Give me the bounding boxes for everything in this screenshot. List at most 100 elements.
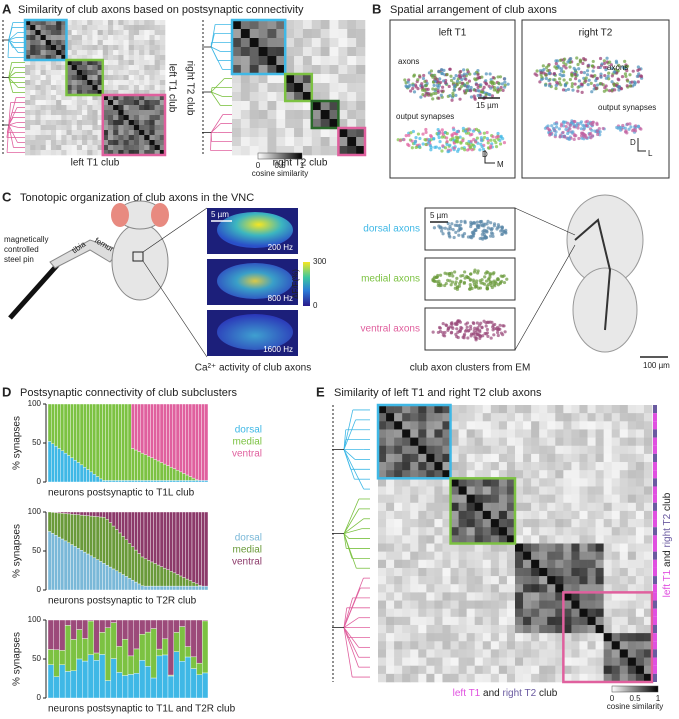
heatmap-cell	[56, 25, 61, 30]
heatmap-cell	[56, 35, 61, 40]
heatmap-cell	[459, 438, 467, 446]
heatmap-cell	[155, 55, 160, 60]
heatmap-cell	[507, 560, 515, 568]
heatmap-cell	[56, 135, 61, 140]
heatmap-cell	[475, 666, 483, 674]
heatmap-cell	[434, 405, 442, 413]
heatmap-cell	[394, 666, 402, 674]
heatmap-cell	[46, 90, 51, 95]
heatmap-cell	[386, 413, 394, 421]
heatmap-cell	[259, 101, 268, 110]
axon-point	[599, 57, 602, 60]
heatmap-cell	[92, 130, 97, 135]
heatmap-cell	[612, 576, 620, 584]
heatmap-cell	[596, 625, 604, 633]
bar-segment	[102, 512, 105, 517]
bar-segment	[77, 629, 83, 658]
heatmap-cell	[515, 633, 523, 641]
bar-segment	[51, 533, 54, 590]
axon-point	[554, 87, 557, 90]
heatmap-cell	[620, 405, 628, 413]
synapse-point	[554, 133, 557, 136]
heatmap-cell	[531, 519, 539, 527]
heatmap-cell	[139, 35, 144, 40]
heatmap-cell	[61, 110, 66, 115]
heatmap-cell	[612, 413, 620, 421]
bar-segment	[150, 404, 153, 458]
heatmap-cell	[628, 560, 636, 568]
heatmap-cell	[378, 544, 386, 552]
bar-segment	[186, 404, 189, 475]
panel-frame	[522, 20, 669, 178]
heatmap-cell	[66, 105, 71, 110]
heatmap-cell	[507, 641, 515, 649]
axon-point	[499, 75, 502, 78]
heatmap-cell	[124, 105, 129, 110]
heatmap-cell	[118, 55, 123, 60]
heatmap-cell	[628, 495, 636, 503]
heatmap-cell	[144, 60, 149, 65]
heatmap-cell	[402, 478, 410, 486]
heatmap-cell	[232, 119, 241, 128]
heatmap-cell	[644, 552, 652, 560]
heatmap-cell	[41, 115, 46, 120]
axon-point	[454, 94, 457, 97]
heatmap-cell	[459, 625, 467, 633]
axon-point	[596, 83, 599, 86]
heatmap-cell	[386, 519, 394, 527]
heatmap-cell	[118, 100, 123, 105]
heatmap-cell	[232, 128, 241, 137]
bar-segment	[154, 586, 157, 590]
heatmap-cell	[434, 495, 442, 503]
heatmap-cell	[46, 105, 51, 110]
heatmap-cell	[531, 486, 539, 494]
axon-point	[563, 78, 566, 81]
heatmap-cell	[604, 568, 612, 576]
heatmap-cell	[321, 29, 330, 38]
heatmap-cell	[144, 105, 149, 110]
bar-segment	[94, 660, 100, 698]
heatmap-cell	[394, 413, 402, 421]
heatmap-cell	[285, 119, 294, 128]
heatmap-cell	[418, 674, 426, 682]
heatmap-cell	[267, 29, 276, 38]
axon-point	[603, 74, 606, 77]
heatmap-cell	[523, 649, 531, 657]
bar-segment	[94, 620, 100, 653]
heatmap-cell	[571, 486, 579, 494]
heatmap-cell	[113, 60, 118, 65]
text-label: magnetically	[4, 235, 48, 244]
heatmap-cell	[555, 527, 563, 535]
heatmap-cell	[491, 601, 499, 609]
axon-point	[555, 84, 558, 87]
bar-segment	[74, 512, 77, 514]
heatmap-cell	[144, 110, 149, 115]
heatmap-cell	[579, 625, 587, 633]
heatmap-cell	[612, 446, 620, 454]
heatmap-cell	[588, 478, 596, 486]
bar-segment	[70, 514, 73, 544]
heatmap-cell	[124, 45, 129, 50]
em-axon-point	[433, 226, 436, 229]
heatmap-cell	[410, 641, 418, 649]
heatmap-cell	[402, 503, 410, 511]
heatmap-cell	[232, 110, 241, 119]
heatmap-cell	[612, 438, 620, 446]
heatmap-cell	[596, 503, 604, 511]
heatmap-cell	[491, 674, 499, 682]
bar-segment	[202, 512, 205, 586]
heatmap-cell	[588, 592, 596, 600]
bar-segment	[139, 634, 145, 660]
bar-segment	[74, 460, 77, 482]
axon-point	[568, 65, 571, 68]
heatmap-cell	[356, 29, 365, 38]
heatmap-cell	[77, 150, 82, 155]
heatmap-cell	[604, 609, 612, 617]
synapse-point	[462, 127, 465, 130]
heatmap-cell	[515, 413, 523, 421]
heatmap-cell	[51, 25, 56, 30]
heatmap-cell	[547, 429, 555, 437]
heatmap-cell	[155, 110, 160, 115]
heatmap-cell	[386, 421, 394, 429]
axon-point	[603, 86, 606, 89]
